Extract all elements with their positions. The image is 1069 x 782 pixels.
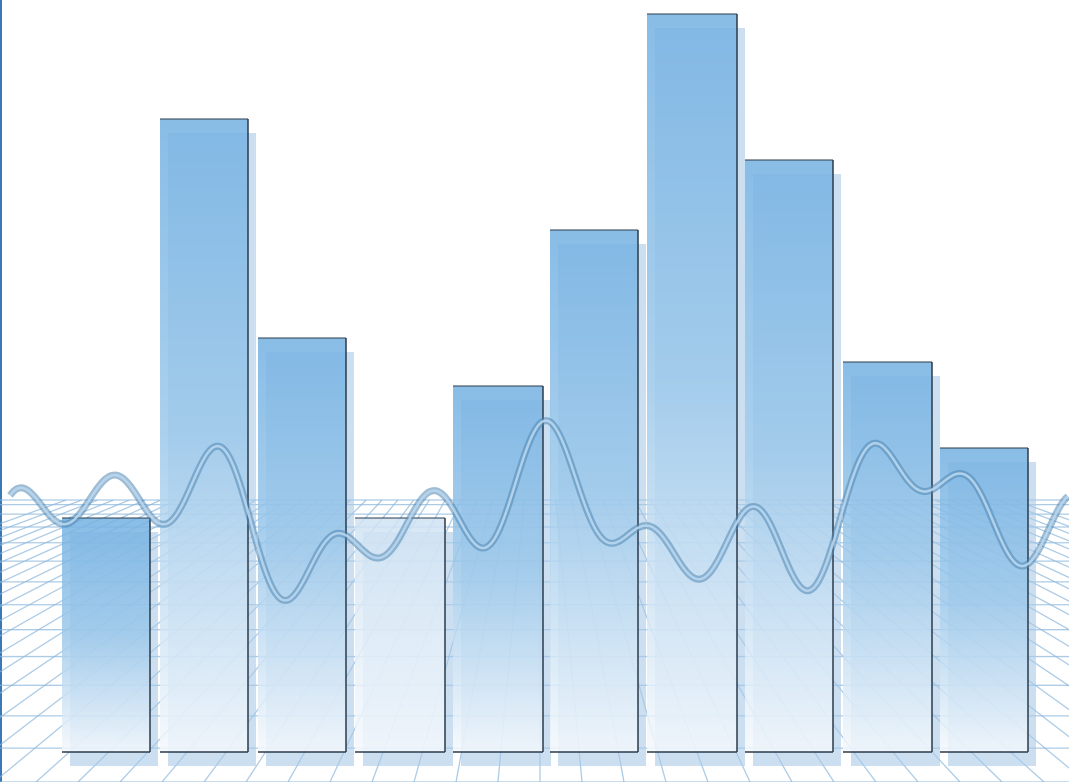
left-edge	[0, 0, 2, 782]
floor-line	[0, 499, 130, 555]
wave-inner	[9, 419, 1069, 602]
floor-line	[0, 499, 162, 573]
bar	[160, 119, 248, 752]
bar	[550, 230, 638, 752]
bar	[647, 14, 737, 752]
bar	[258, 338, 346, 752]
bar	[62, 518, 150, 752]
floor-line	[950, 499, 1069, 550]
bar	[745, 160, 833, 752]
bar	[843, 362, 932, 752]
wave-line	[7, 417, 1069, 604]
floor-line	[0, 499, 146, 564]
